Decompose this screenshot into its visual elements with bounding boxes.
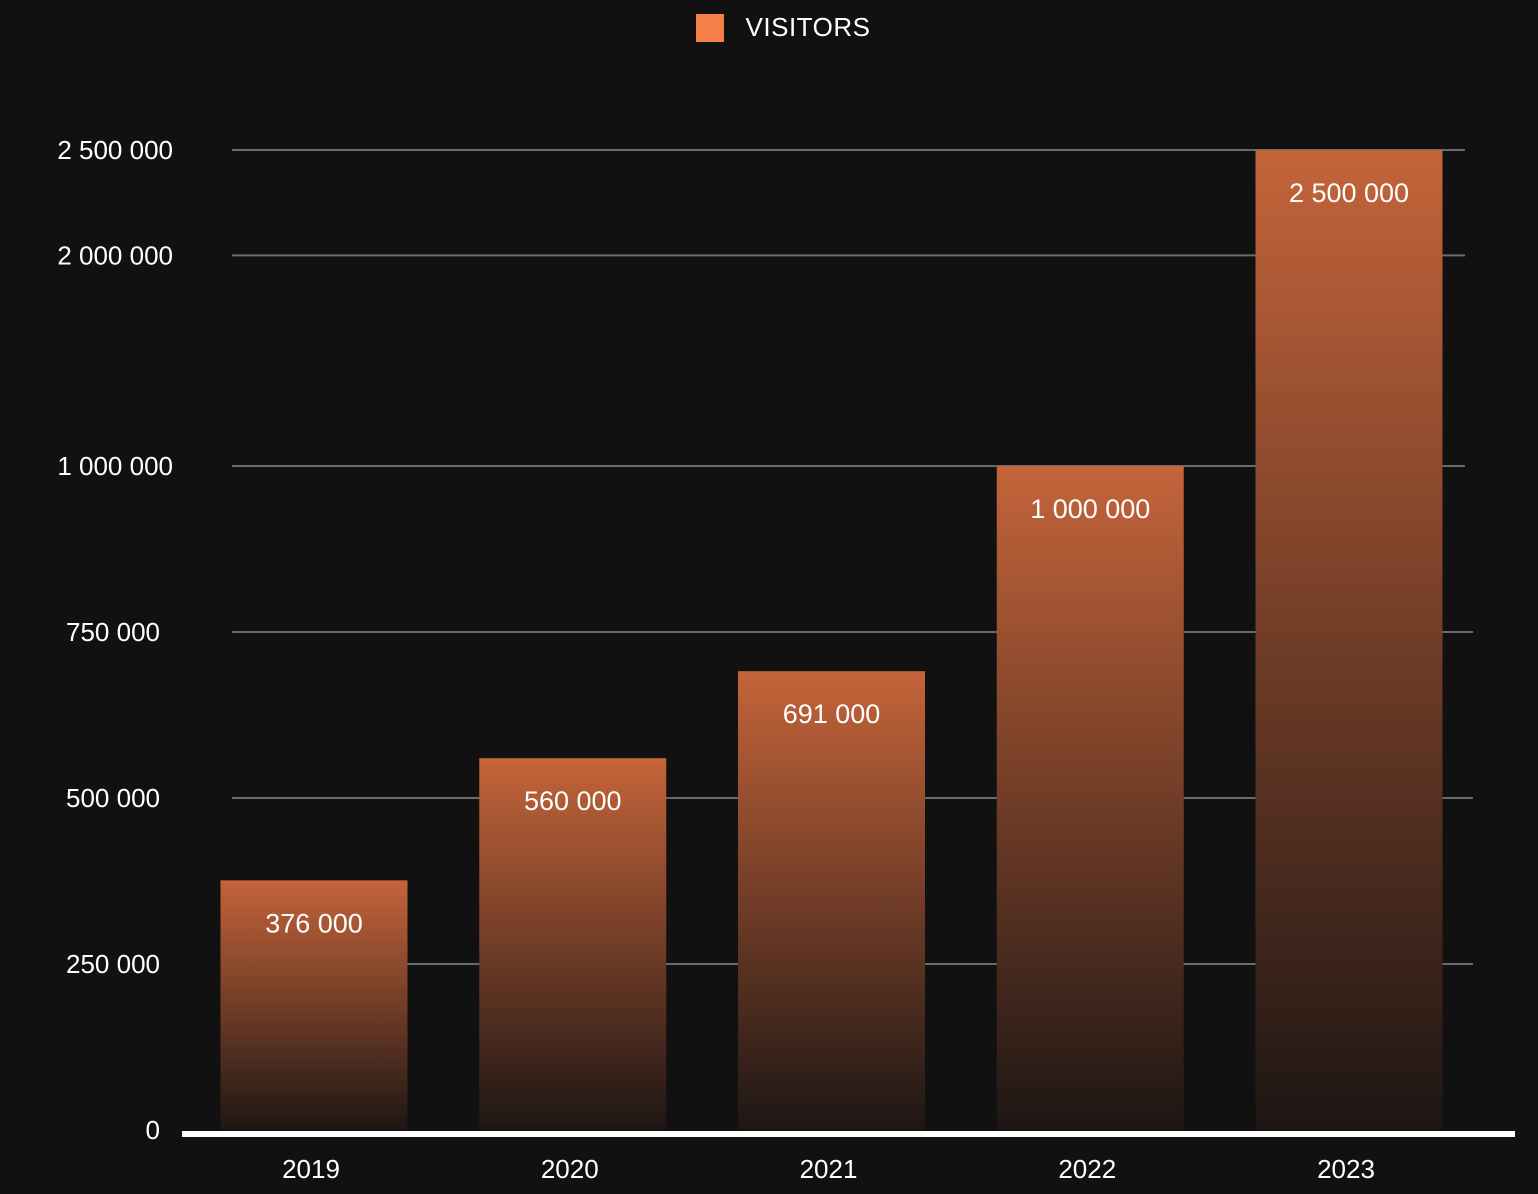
y-tick-label: 0 [146,1115,160,1145]
bar-2022 [996,466,1184,1130]
y-tick-label: 500 000 [66,783,160,813]
legend: VISITORS [14,12,1538,43]
x-tick-label-2023: 2023 [1317,1154,1375,1184]
y-tick-label: 2 000 000 [57,240,173,270]
bar-2021 [738,671,925,1130]
y-axis-ticks: 0 250 000 500 000 750 000 1 000 000 2 000 000… [57,135,173,1145]
y-tick-label: 250 000 [66,949,160,979]
x-tick-label-2021: 2021 [800,1154,858,1184]
y-tick-label: 750 000 [66,617,160,647]
data-label-2021: 691 000 [783,699,881,729]
x-tick-label-2020: 2020 [541,1154,599,1184]
legend-label: VISITORS [745,12,871,42]
bar-2019 [220,880,408,1130]
data-label-2020: 560 000 [524,786,622,816]
data-labels: 376 000 560 000 691 000 1 000 000 2 500 000 [265,178,1409,938]
bar-2023 [1255,150,1443,1130]
x-axis-ticks: 2019 2020 2021 2022 2023 [282,1154,1375,1184]
y-tick-label: 1 000 000 [57,451,173,481]
data-label-2019: 376 000 [265,908,363,938]
data-label-2023: 2 500 000 [1289,178,1409,208]
legend-swatch [695,13,724,42]
data-label-2022: 1 000 000 [1030,494,1150,524]
bar-2020 [479,758,667,1130]
x-tick-label-2022: 2022 [1058,1154,1116,1184]
y-tick-label: 2 500 000 [57,135,173,165]
bars [220,150,1443,1130]
x-tick-label-2019: 2019 [282,1154,340,1184]
